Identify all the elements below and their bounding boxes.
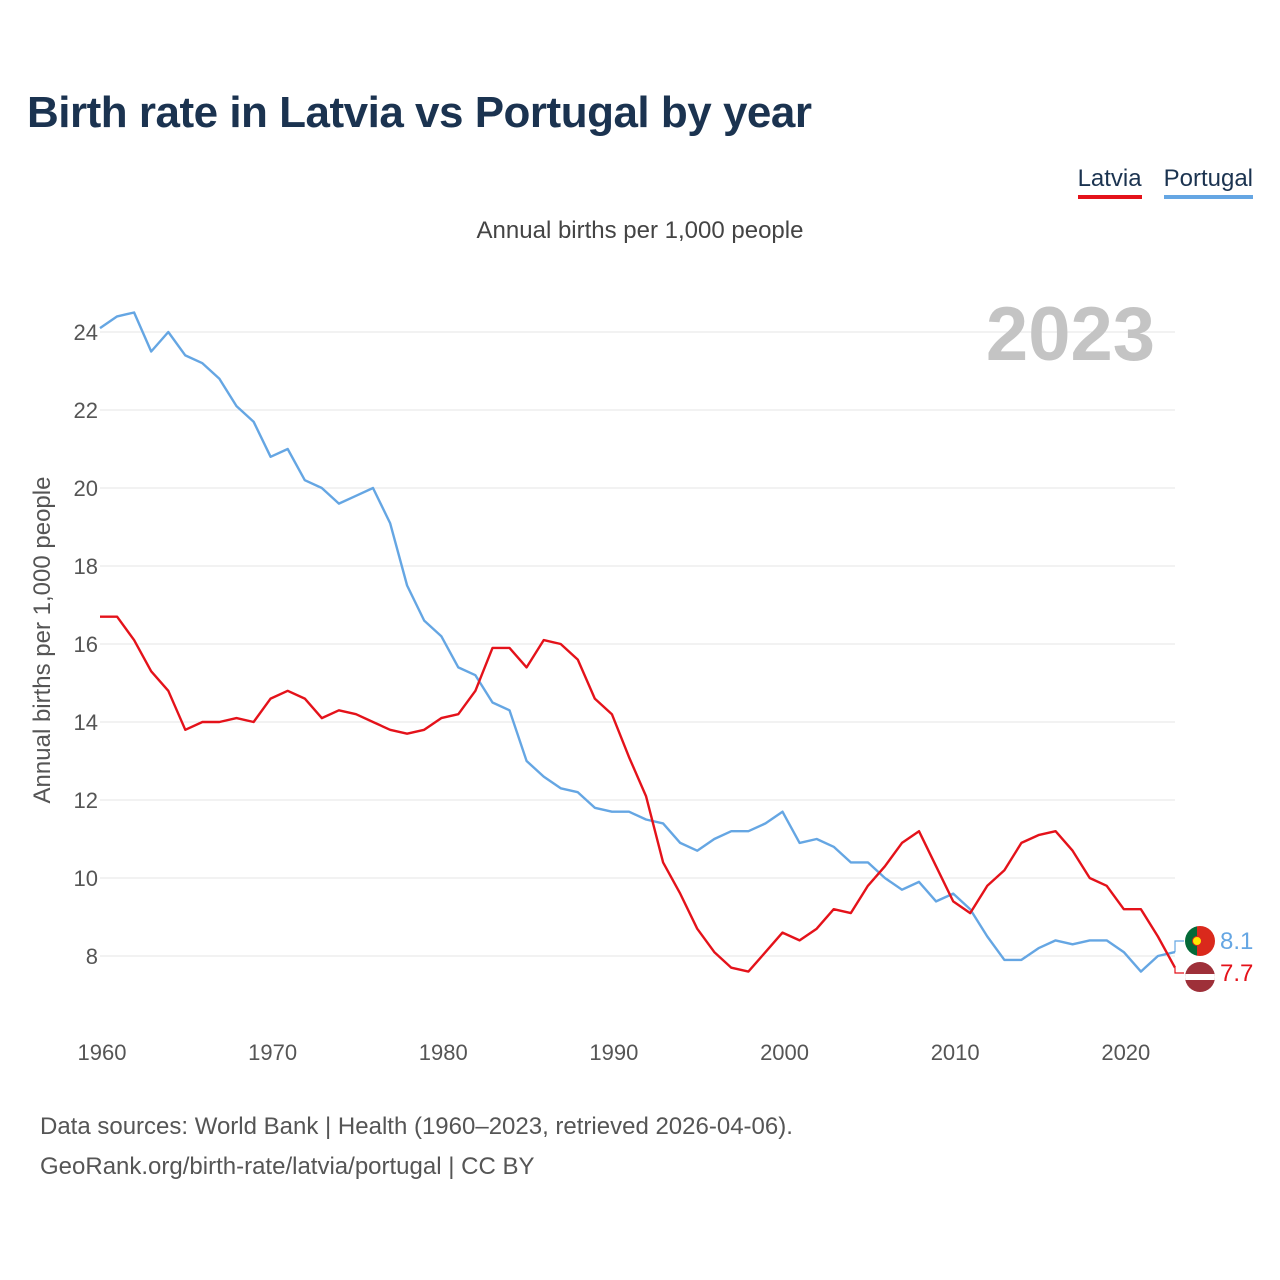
y-axis-ticks: 8 10 12 14 16 18 20 22 24	[74, 320, 98, 969]
legend-item-latvia[interactable]: Latvia	[1077, 165, 1142, 199]
x-tick-label: 2000	[760, 1040, 809, 1065]
y-tick-label: 18	[74, 554, 98, 579]
x-tick-label: 2010	[931, 1040, 980, 1065]
y-tick-label: 20	[74, 476, 98, 501]
y-tick-label: 12	[74, 788, 98, 813]
chart-title: Birth rate in Latvia vs Portugal by year	[27, 88, 812, 137]
series-line-latvia	[100, 615, 1177, 973]
data-source: Data sources: World Bank | Health (1960–…	[40, 1107, 793, 1187]
end-label-connector-portugal	[1174, 940, 1184, 953]
y-tick-label: 22	[74, 398, 98, 423]
year-overlay: 2023	[986, 292, 1155, 377]
legend-item-portugal[interactable]: Portugal	[1163, 165, 1253, 199]
y-axis-label: Annual births per 1,000 people	[29, 477, 56, 804]
end-labels: 8.17.7	[1174, 926, 1253, 992]
series-lines	[99, 311, 1177, 973]
y-tick-label: 16	[74, 632, 98, 657]
y-tick-label: 24	[74, 320, 98, 345]
source-line-2: GeoRank.org/birth-rate/latvia/portugal |…	[40, 1153, 535, 1180]
end-label-portugal: 8.1	[1220, 928, 1253, 955]
end-label-connector-latvia	[1174, 967, 1184, 974]
x-tick-label: 1980	[419, 1040, 468, 1065]
latvia-flag-icon	[1185, 962, 1215, 992]
y-tick-label: 14	[74, 710, 98, 735]
source-line-1: Data sources: World Bank | Health (1960–…	[40, 1113, 793, 1140]
legend: Latvia Portugal	[1077, 165, 1253, 199]
chart-subtitle: Annual births per 1,000 people	[476, 217, 804, 244]
series-line-portugal	[99, 311, 1176, 973]
portugal-flag-icon	[1185, 926, 1215, 956]
grid-lines	[100, 331, 1175, 957]
x-tick-label: 1990	[589, 1040, 638, 1065]
y-tick-label: 8	[86, 944, 98, 969]
x-tick-label: 1960	[78, 1040, 127, 1065]
line-chart: 2023 8 10 12 14 16 18 20 22 24 1960 1970 1980 1990 2…	[29, 292, 1253, 1065]
y-tick-label: 10	[74, 866, 98, 891]
end-label-latvia: 7.7	[1220, 960, 1253, 987]
x-tick-label: 1970	[248, 1040, 297, 1065]
x-tick-label: 2020	[1101, 1040, 1150, 1065]
x-axis-ticks: 1960 1970 1980 1990 2000 2010 2020	[78, 1040, 1151, 1065]
